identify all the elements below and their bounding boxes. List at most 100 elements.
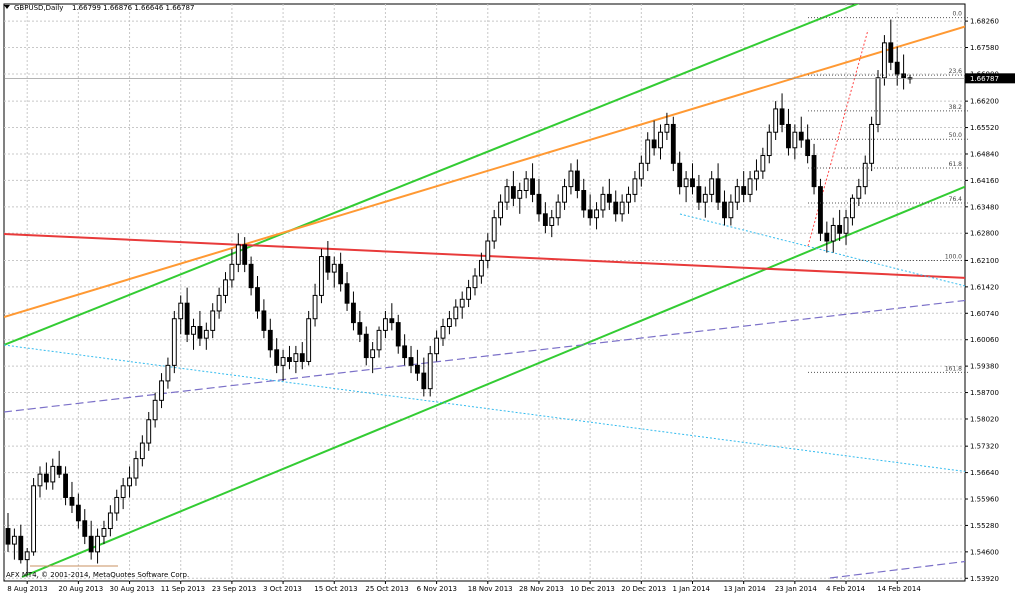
- candle: [446, 310, 452, 335]
- candle: [594, 202, 599, 230]
- candle: [351, 291, 356, 331]
- candle-body: [37, 473, 43, 487]
- y-tick-label: 1.58020: [970, 415, 999, 423]
- candle: [491, 209, 497, 249]
- candle: [434, 330, 440, 362]
- candle-body: [734, 186, 740, 203]
- candle: [389, 303, 395, 331]
- candle-body: [287, 357, 292, 362]
- cyan-dotted-line[interactable]: [4, 344, 969, 472]
- candle: [146, 411, 152, 451]
- time-axis[interactable]: 8 Aug 2013 20 Aug 2013 30 Aug 2013 11 Sep 2…: [7, 581, 921, 593]
- candle: [485, 233, 491, 269]
- candle-body: [248, 263, 254, 289]
- candle-body: [242, 244, 248, 265]
- candle-body: [875, 77, 881, 125]
- candle: [306, 310, 312, 366]
- candle-body: [383, 318, 388, 331]
- candle-body: [632, 178, 638, 195]
- candle-body: [818, 186, 823, 234]
- x-tick-label: 4 Feb 2014: [826, 585, 866, 593]
- candle: [216, 287, 222, 319]
- indicator-lines: [4, 2, 980, 579]
- y-tick-label: 1.54600: [970, 548, 999, 556]
- y-tick-label: 1.65520: [970, 124, 999, 132]
- candle-body: [210, 310, 216, 331]
- candle-body: [408, 357, 414, 366]
- candle-body: [888, 42, 894, 63]
- candle-body: [402, 345, 408, 359]
- candle: [811, 143, 817, 195]
- candle-body: [792, 131, 798, 149]
- candle: [363, 326, 369, 366]
- candle: [43, 462, 49, 490]
- x-tick-label: 3 Oct 2013: [263, 585, 302, 593]
- candle-body: [331, 263, 337, 273]
- candle-body: [325, 256, 331, 273]
- candle: [114, 489, 120, 521]
- y-tick-label: 1.53920: [970, 575, 999, 583]
- candle-body: [312, 294, 318, 320]
- y-tick-label: 1.62100: [970, 257, 999, 265]
- red-dotted-line[interactable]: [807, 29, 869, 247]
- candle-body: [881, 42, 887, 79]
- candle: [171, 310, 177, 374]
- candle: [50, 458, 56, 490]
- candle-body: [69, 496, 75, 506]
- candle-body: [357, 322, 363, 335]
- candle: [299, 342, 305, 370]
- candle: [805, 124, 811, 164]
- candle: [696, 174, 702, 210]
- candle-body: [395, 322, 401, 347]
- orange-trendline[interactable]: [4, 22, 980, 318]
- fib-level-label: 76.4: [949, 196, 963, 203]
- candle: [139, 435, 145, 467]
- candle-body: [664, 123, 670, 133]
- candle-body: [523, 178, 529, 192]
- candle-body: [139, 442, 145, 460]
- candle: [754, 159, 759, 191]
- x-tick-label: 1 Jan 2014: [672, 585, 710, 593]
- x-tick-label: 18 Nov 2013: [468, 585, 513, 593]
- candle-body: [146, 419, 152, 444]
- candle: [638, 155, 644, 187]
- candle: [101, 520, 107, 545]
- candle: [376, 326, 382, 358]
- price-axis[interactable]: 1.682601.675801.669001.662001.655201.648…: [965, 18, 1015, 583]
- candle-body: [203, 329, 209, 339]
- purple-dashed-line-lower[interactable]: [829, 560, 969, 579]
- green-channel-upper[interactable]: [4, 2, 862, 346]
- purple-dashed-line[interactable]: [4, 299, 969, 413]
- candle-body: [683, 178, 689, 188]
- candle: [888, 19, 894, 71]
- candle-body: [568, 170, 574, 188]
- candle: [658, 124, 663, 160]
- candle: [786, 108, 791, 156]
- x-tick-label: 23 Jan 2014: [775, 585, 818, 593]
- candle-body: [446, 318, 452, 327]
- y-tick-label: 1.60740: [970, 310, 999, 318]
- x-tick-label: 11 Sep 2013: [161, 585, 205, 593]
- candle-body: [466, 287, 472, 300]
- candle-body: [274, 349, 280, 366]
- candle-body: [427, 353, 433, 390]
- candle: [242, 237, 248, 273]
- candle-body: [722, 201, 727, 219]
- y-tick-label: 1.55960: [970, 496, 999, 504]
- candle: [728, 194, 734, 226]
- y-tick-label: 1.55280: [970, 522, 999, 530]
- candle-body: [856, 186, 862, 199]
- dropdown-arrow-icon[interactable]: [4, 5, 10, 9]
- x-tick-label: 13 Jan 2014: [724, 585, 767, 593]
- candle: [568, 163, 574, 195]
- candle-body: [434, 337, 440, 355]
- candle-body: [120, 485, 126, 498]
- candle-body: [581, 190, 587, 211]
- cyan-dotted-line-upper[interactable]: [679, 213, 969, 287]
- candle-body: [530, 178, 535, 195]
- candle: [824, 221, 830, 253]
- green-channel-lower[interactable]: [21, 185, 969, 578]
- candle-body: [459, 298, 465, 308]
- y-tick-label: 1.68260: [970, 18, 999, 26]
- candle: [626, 186, 631, 214]
